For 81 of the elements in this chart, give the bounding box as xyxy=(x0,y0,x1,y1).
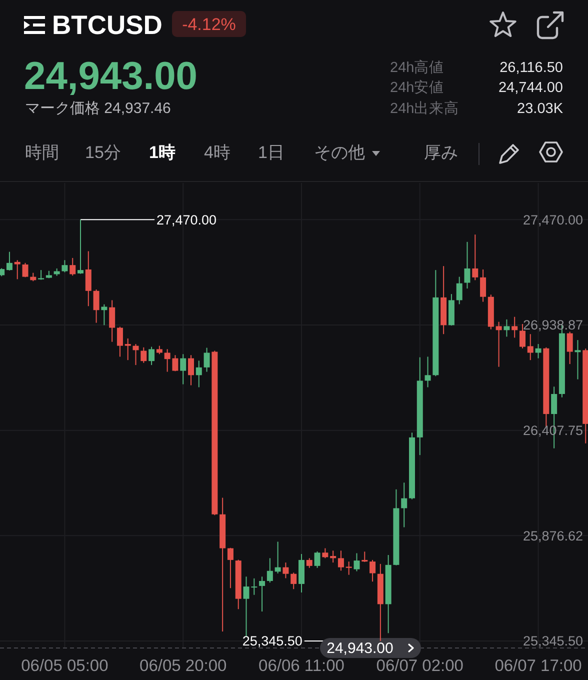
candlestick xyxy=(78,219,84,274)
candlestick xyxy=(204,347,210,372)
candlestick xyxy=(196,360,202,388)
text: 24h高値 xyxy=(390,59,444,76)
candlestick xyxy=(70,257,76,276)
x-tick-label: 06/05 20:00 xyxy=(140,657,227,675)
candlestick xyxy=(243,576,250,638)
candlestick xyxy=(38,270,44,280)
candlestick xyxy=(504,318,510,338)
text: 24,943.00 xyxy=(326,640,394,657)
x-tick-label: 06/05 05:00 xyxy=(21,657,108,675)
candlestick xyxy=(180,354,186,385)
candlestick xyxy=(290,572,297,590)
text: 24h安値 xyxy=(390,79,444,96)
candlestick xyxy=(148,346,155,366)
candlestick xyxy=(306,558,312,568)
candlestick xyxy=(480,268,486,302)
candlestick xyxy=(109,300,116,342)
candlestick xyxy=(22,262,28,278)
y-tick-label: 25,345.50 xyxy=(522,634,583,649)
annotation: 25,345.50 xyxy=(242,634,302,649)
candlestick xyxy=(298,554,304,593)
candlestick xyxy=(566,331,573,365)
candlestick xyxy=(140,346,147,364)
text: マーク価格 24,937.46 xyxy=(25,100,171,117)
candlestick xyxy=(132,344,139,366)
candlestick xyxy=(338,550,344,572)
candlestick xyxy=(227,547,234,589)
candlestick xyxy=(519,323,526,349)
candlestick xyxy=(362,551,368,562)
candlestick xyxy=(527,334,534,361)
candlestick xyxy=(574,340,581,380)
candlestick xyxy=(93,288,100,324)
text: -4.12% xyxy=(182,15,236,34)
text: 時間 xyxy=(25,143,59,162)
candlestick xyxy=(6,251,12,271)
text: 1日 xyxy=(258,143,284,162)
text: 24,943.00 xyxy=(24,55,198,98)
y-tick-label: 26,938.87 xyxy=(522,318,583,333)
text: その他 xyxy=(314,143,365,162)
text: 24,744.00 xyxy=(498,80,563,96)
candlestick xyxy=(124,338,131,361)
candlestick xyxy=(14,260,20,280)
candlestick xyxy=(116,326,123,358)
candlestick xyxy=(314,550,320,568)
candlestick xyxy=(282,562,289,579)
candlestick xyxy=(512,316,518,338)
candlestick xyxy=(259,576,266,612)
candlestick xyxy=(496,321,502,368)
candlestick xyxy=(424,356,431,388)
x-tick-label: 06/07 17:00 xyxy=(494,657,582,675)
chart-title: BTCUSD xyxy=(52,10,162,40)
candlestick xyxy=(101,304,108,326)
candlestick xyxy=(535,344,542,359)
candlestick xyxy=(322,548,328,559)
text: 4時 xyxy=(204,143,230,162)
candlestick xyxy=(456,276,462,305)
candlestick xyxy=(370,559,376,582)
text: 1時 xyxy=(149,143,176,162)
y-tick-label: 27,470.00 xyxy=(522,212,583,228)
text: 15分 xyxy=(85,143,121,162)
candlestick xyxy=(401,482,408,528)
text: 23.03K xyxy=(517,101,564,117)
x-tick-label: 06/06 11:00 xyxy=(258,657,344,675)
candlestick xyxy=(354,552,360,572)
candlestick xyxy=(85,250,92,307)
text: 厚み xyxy=(424,143,458,162)
candlestick xyxy=(266,558,273,584)
text: 26,116.50 xyxy=(500,60,563,76)
text: 24h出来高 xyxy=(390,100,460,117)
candlestick xyxy=(346,561,352,576)
candlestick xyxy=(274,541,281,574)
candlestick xyxy=(251,578,258,596)
candlestick xyxy=(188,354,194,386)
annotation: 27,470.00 xyxy=(156,212,217,228)
candlestick xyxy=(330,550,336,564)
candlestick xyxy=(464,241,470,289)
y-tick-label: 25,876.62 xyxy=(522,528,583,544)
x-tick-label: 06/07 02:00 xyxy=(376,657,464,675)
candlestick xyxy=(472,234,478,281)
candlestick xyxy=(62,260,68,273)
